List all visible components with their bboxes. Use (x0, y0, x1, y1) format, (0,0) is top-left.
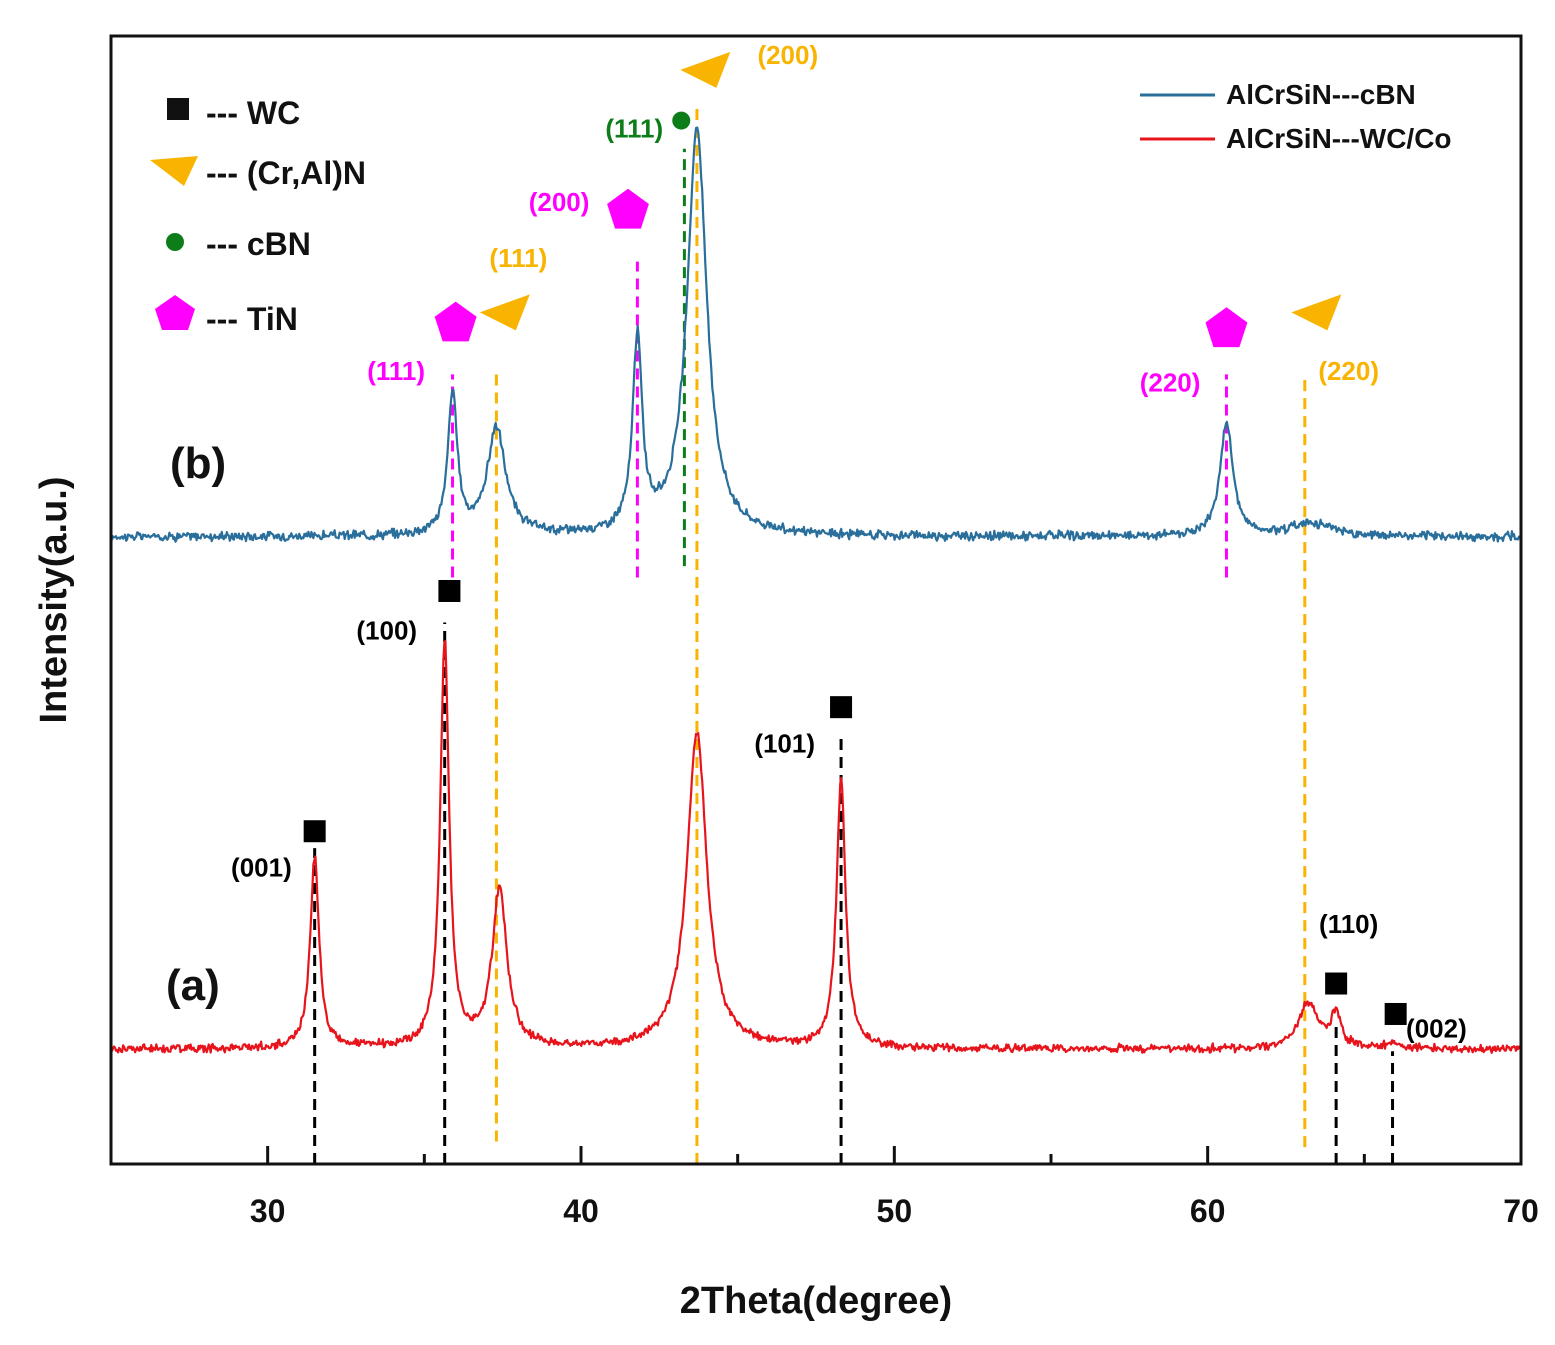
legend-wc-label: --- WC (206, 95, 300, 131)
x-tick-label-0: 30 (250, 1193, 286, 1229)
tin-marker-6 (607, 188, 649, 229)
tin-marker-5 (434, 301, 477, 342)
peak-annotation-2: (101) (754, 728, 815, 758)
peak-annotation-1: (100) (356, 615, 417, 645)
peak-annotation-11: (111) (605, 114, 663, 144)
x-tick-label-1: 40 (563, 1193, 599, 1229)
wc-marker-4 (1384, 1002, 1407, 1025)
cbn-circle-icon (166, 233, 184, 251)
x-tick-label-2: 50 (877, 1193, 913, 1229)
y-axis-label: Intensity(a.u.) (33, 476, 75, 723)
series-legend: AlCrSiN---cBN AlCrSiN---WC/Co (1140, 79, 1452, 154)
wc-marker-1 (438, 579, 461, 602)
plot-frame (109, 34, 1523, 1166)
peak-annotation-4: (002) (1406, 1014, 1467, 1044)
peak-annotation-0: (001) (231, 852, 292, 882)
peak-annotation-7: (220) (1140, 367, 1201, 397)
legend-cral-n-label: --- (Cr,Al)N (206, 155, 366, 191)
peak-annotation-8: (111) (489, 243, 547, 273)
cral-n-marker-9 (680, 51, 731, 88)
x-tick-label-3: 60 (1190, 1193, 1226, 1229)
legend-series-wcco: AlCrSiN---WC/Co (1226, 123, 1452, 154)
peak-markers (303, 51, 1407, 1025)
cbn-marker-11 (672, 111, 691, 130)
tin-pentagon-icon (155, 295, 195, 330)
wc-marker-3 (1325, 972, 1348, 995)
legend-tin-label: --- TiN (206, 301, 298, 337)
legend-cbn-label: --- cBN (206, 226, 311, 262)
series-line-1 (109, 639, 1523, 1054)
series-layer (109, 126, 1523, 1054)
peak-annotation-9: (200) (757, 40, 818, 70)
cral-n-triangle-icon (150, 156, 198, 186)
peak-annotations: (001) (100) (101) (110) (002) (111) (200) (220)… (231, 40, 1467, 1043)
series-label-a: (a) (166, 961, 220, 1010)
reference-lines (313, 103, 1395, 1164)
wc-marker-2 (830, 696, 853, 719)
x-axis: 30 40 50 60 70 (250, 1146, 1539, 1229)
cral-n-marker-10 (1291, 294, 1342, 331)
wc-marker-0 (303, 820, 326, 843)
peak-annotation-3: (110) (1319, 909, 1378, 939)
phase-legend: --- WC --- (Cr,Al)N --- cBN --- TiN (150, 95, 366, 337)
x-axis-label: 2Theta(degree) (680, 1280, 952, 1322)
series-label-b: (b) (170, 439, 226, 488)
cral-n-marker-8 (479, 294, 530, 331)
tin-marker-7 (1205, 307, 1248, 348)
legend-series-cbn: AlCrSiN---cBN (1226, 79, 1416, 110)
x-tick-label-4: 70 (1503, 1193, 1539, 1229)
peak-annotation-6: (200) (529, 187, 590, 217)
series-line-0 (109, 126, 1523, 543)
peak-annotation-5: (111) (367, 356, 425, 386)
peak-annotation-10: (220) (1318, 356, 1379, 386)
wc-square-icon (167, 98, 189, 120)
